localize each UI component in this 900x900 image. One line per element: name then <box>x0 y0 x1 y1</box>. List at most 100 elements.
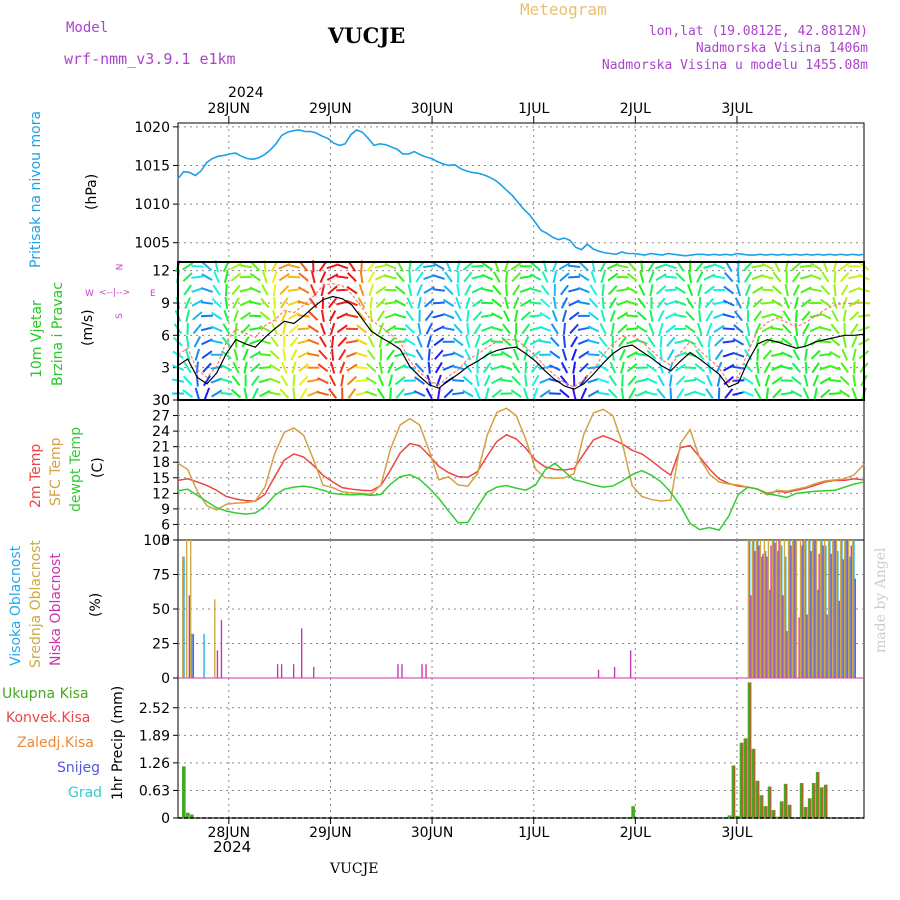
wind-arrow <box>744 335 752 348</box>
wind-arrow <box>202 362 212 373</box>
wind-arrow <box>732 337 745 346</box>
wind-arrow <box>500 378 513 383</box>
wind-arrow <box>674 351 687 358</box>
wind-arrow <box>243 387 248 400</box>
wind-arrow <box>452 391 465 396</box>
day-label-top: 29JUN <box>309 101 352 117</box>
mid-cloud-bar <box>791 540 794 678</box>
wind-arrow <box>307 352 320 357</box>
temp-dewpt-line <box>177 462 865 532</box>
high-cloud-bar <box>833 540 835 678</box>
low-cloud-bar <box>818 553 820 678</box>
wind-arrow <box>636 324 648 333</box>
wind-arrow <box>403 365 416 370</box>
wind-arrow <box>791 271 801 283</box>
wind-arrow <box>452 365 465 371</box>
wind-arrow <box>337 336 348 347</box>
wind-arrow <box>578 350 590 359</box>
wind-arrow <box>732 391 745 396</box>
wind-arrow <box>704 297 715 309</box>
mid-cloud-bar <box>827 540 830 678</box>
wind-arrow <box>587 365 600 370</box>
wind-arrow <box>374 263 387 269</box>
wind-arrow <box>395 388 405 399</box>
day-label-bottom: 1JUL <box>518 825 549 841</box>
wind-arrow <box>562 335 567 348</box>
low-cloud-bar <box>850 545 852 678</box>
low-cloud-bar <box>778 540 780 678</box>
wind-arrow <box>195 361 199 374</box>
total-precip-bar <box>190 814 194 818</box>
wind-arrow <box>435 374 442 387</box>
wind-arrow <box>355 352 368 358</box>
mid-cloud-bar <box>799 540 802 678</box>
wind-arrow <box>694 376 706 385</box>
wind-arrow <box>375 285 387 295</box>
wind-arrow <box>502 310 511 322</box>
wind-arrow <box>810 262 822 271</box>
wind-arrow <box>307 338 320 345</box>
wind-arrow <box>394 376 406 386</box>
wind-arrow <box>560 297 569 309</box>
wind-arrow <box>442 312 455 320</box>
wind-arrow <box>443 388 454 399</box>
wind-arrow <box>560 361 569 374</box>
wind-arrow <box>201 273 213 281</box>
y-tick-label: 25 <box>152 637 170 653</box>
wind-arrow <box>809 288 822 293</box>
wind-arrow <box>794 309 798 322</box>
wind-arrow <box>645 377 658 384</box>
wind-arrow <box>346 375 357 386</box>
wind-arrow <box>329 322 336 335</box>
wind-arrow <box>842 309 847 322</box>
day-label-bottom: 30JUN <box>411 825 454 841</box>
wind-arrow <box>559 388 570 399</box>
wind-arrow <box>182 375 193 386</box>
wind-arrow <box>512 362 521 374</box>
low-cloud-bar <box>838 600 840 678</box>
wind-arrow <box>674 339 687 345</box>
high-cloud-bar <box>793 540 795 678</box>
wind-arrow <box>404 324 415 334</box>
low-cloud-bar <box>758 545 760 678</box>
wind-arrow <box>243 361 248 374</box>
wind-arrow <box>490 353 503 357</box>
wind-arrow <box>674 363 686 372</box>
wind-arrow <box>803 335 809 348</box>
wind-arrow <box>212 284 221 296</box>
wind-arrow <box>511 272 522 283</box>
wind-arrow <box>318 349 328 360</box>
wind-arrow <box>548 364 561 372</box>
y-tick-label: 0 <box>161 811 170 827</box>
total-precip-bar <box>787 804 792 818</box>
wind-arrow <box>617 324 628 334</box>
wind-arrow <box>239 299 252 307</box>
wind-arrow <box>432 313 445 319</box>
wind-arrow <box>733 324 744 334</box>
wind-arrow <box>299 261 309 272</box>
low-cloud-bar <box>766 556 768 678</box>
wind-arrow <box>665 324 677 334</box>
y-tick-label: 3 <box>161 361 170 377</box>
wind-arrow <box>705 310 714 322</box>
wind-arrow <box>810 349 821 360</box>
high-cloud-bar <box>845 540 847 678</box>
wind-arrow <box>251 387 259 400</box>
wind-arrow <box>503 296 510 310</box>
wind-arrow <box>394 313 407 319</box>
wind-arrow <box>182 262 194 271</box>
wind-arrow <box>820 388 831 399</box>
y-tick-label: 12 <box>152 486 170 502</box>
wind-arrow <box>658 322 664 335</box>
mid-cloud-bar <box>755 540 758 678</box>
wind-arrow <box>686 297 695 309</box>
wind-arrow <box>268 377 281 384</box>
y-tick-label: 1.89 <box>139 728 170 744</box>
wind-arrow <box>417 296 422 310</box>
wind-arrow <box>280 297 289 309</box>
wind-gust-line <box>177 282 865 388</box>
wind-arrow <box>262 271 268 284</box>
wind-arrow <box>819 298 831 308</box>
wind-arrow <box>279 388 290 399</box>
wind-arrow <box>809 274 822 281</box>
